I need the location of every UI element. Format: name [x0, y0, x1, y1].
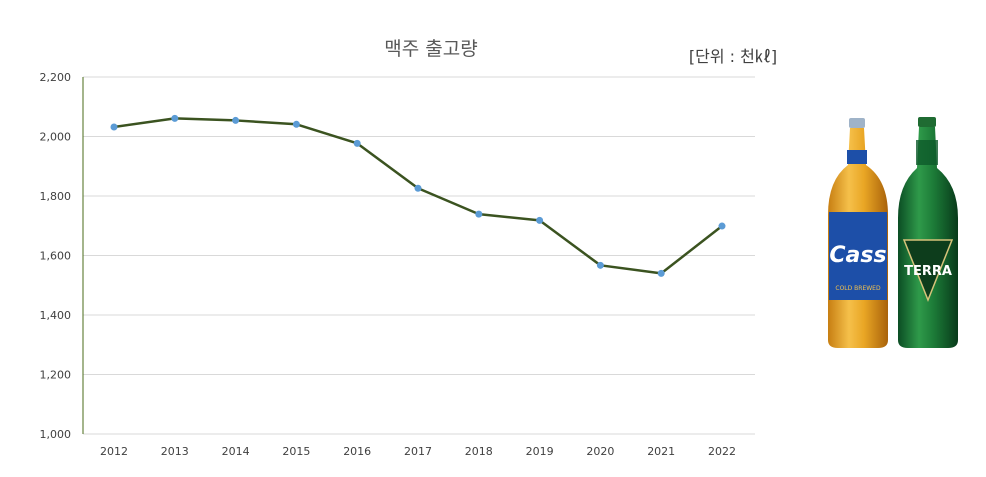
- x-tick-label: 2014: [222, 445, 250, 458]
- chart-title: 맥주 출고량: [384, 38, 477, 60]
- cass-bottle-image: Cass COLD BREWED: [828, 118, 888, 348]
- data-point: [414, 184, 422, 192]
- data-point: [718, 222, 726, 230]
- gridlines: [83, 76, 755, 435]
- data-point: [536, 216, 544, 224]
- x-tick-label: 2013: [161, 445, 189, 458]
- data-point: [232, 116, 240, 124]
- cass-logo-text: Cass: [829, 243, 886, 268]
- series-layer: [110, 114, 726, 277]
- x-tick-label: 2020: [586, 445, 614, 458]
- data-point: [596, 261, 604, 269]
- x-tick-label: 2017: [404, 445, 432, 458]
- x-tick-label: 2015: [282, 445, 310, 458]
- x-axis-ticks: 2012 2013 2014 2015 2016 2017 2018 2019 2020 2021…: [100, 445, 736, 458]
- terra-logo-text: TERRA: [904, 264, 952, 279]
- data-point: [475, 210, 483, 218]
- data-point: [171, 114, 179, 122]
- x-tick-label: 2012: [100, 445, 128, 458]
- y-tick-label: 1,000: [40, 428, 72, 441]
- data-point: [292, 120, 300, 128]
- y-tick-label: 2,000: [40, 131, 72, 144]
- terra-bottle-image: TERRA: [898, 117, 958, 348]
- x-tick-label: 2021: [647, 445, 675, 458]
- x-tick-label: 2018: [465, 445, 493, 458]
- y-tick-label: 1,800: [40, 190, 72, 203]
- data-point: [657, 269, 665, 277]
- x-tick-label: 2016: [343, 445, 371, 458]
- y-tick-label: 1,600: [40, 250, 72, 263]
- unit-label: [단위 : 천㎘]: [689, 47, 777, 66]
- y-axis-ticks: 1,000 1,200 1,400 1,600 1,800 2,000 2,200: [40, 71, 72, 441]
- y-tick-label: 2,200: [40, 71, 72, 84]
- y-tick-label: 1,200: [40, 369, 72, 382]
- x-tick-label: 2019: [526, 445, 554, 458]
- x-tick-label: 2022: [708, 445, 736, 458]
- data-point: [353, 139, 361, 147]
- y-tick-label: 1,400: [40, 309, 72, 322]
- cass-sub-text: COLD BREWED: [835, 285, 881, 292]
- data-point: [110, 123, 118, 131]
